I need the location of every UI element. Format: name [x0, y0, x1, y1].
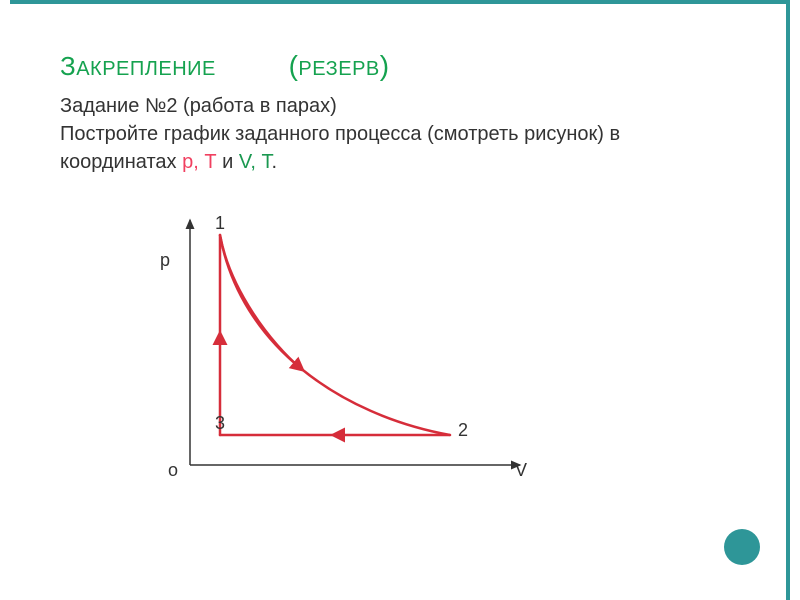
task-line1: Задание №2 (работа в парах) — [60, 92, 720, 120]
task-description: Задание №2 (работа в парах) Постройте гр… — [60, 92, 720, 176]
slide-nav-dot[interactable] — [724, 529, 760, 565]
title-word2-rest: РЕЗЕРВ — [298, 58, 379, 80]
top-border — [10, 0, 790, 4]
title-spacer — [216, 58, 289, 80]
y-axis-label: р — [160, 250, 170, 271]
title-paren-open: ( — [289, 50, 299, 81]
segment-1-2-b — [220, 235, 301, 369]
task-line2: Постройте график заданного процесса (смо… — [60, 120, 720, 176]
point-3-label: 3 — [215, 413, 225, 434]
title-word1-rest: АКРЕПЛЕНИЕ — [76, 58, 216, 80]
segment-1-2-a — [220, 235, 450, 435]
task-line2-tail: . — [271, 151, 277, 173]
coord-vt: V, Т — [239, 151, 272, 173]
title-word1-cap: З — [60, 51, 76, 81]
x-axis-label: V — [515, 460, 527, 481]
slide-root: ЗАКРЕПЛЕНИЕ (РЕЗЕРВ) Задание №2 (работа … — [0, 0, 800, 600]
right-border — [786, 0, 790, 600]
pv-chart-svg — [160, 215, 560, 515]
point-2-label: 2 — [458, 420, 468, 441]
slide-title: ЗАКРЕПЛЕНИЕ (РЕЗЕРВ) — [60, 50, 390, 82]
origin-label: о — [168, 460, 178, 481]
task-line2-mid: и — [217, 151, 239, 173]
pv-chart: р V о 1 2 3 — [160, 215, 560, 515]
title-paren-close: ) — [380, 50, 390, 81]
task-line2-text: Постройте график заданного процесса (смо… — [60, 123, 620, 173]
coord-pt: р, Т — [182, 151, 216, 173]
point-1-label: 1 — [215, 213, 225, 234]
